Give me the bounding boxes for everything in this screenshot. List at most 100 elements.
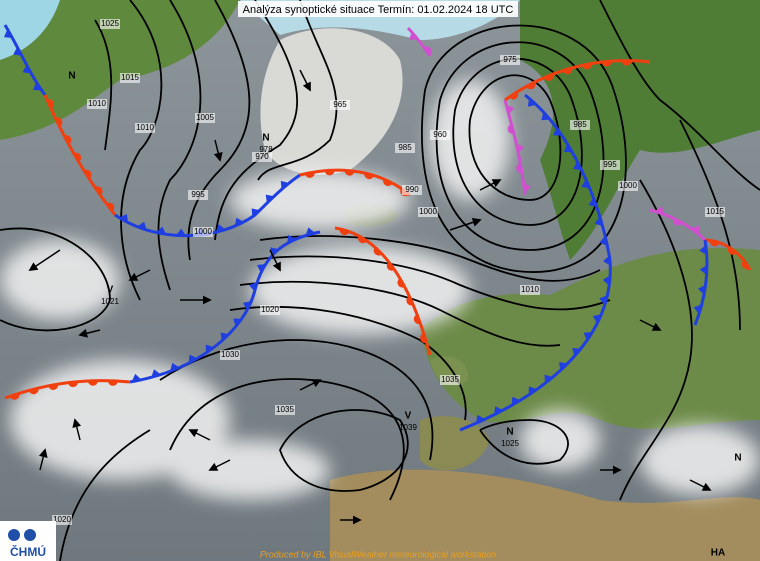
- front-symbol: [599, 295, 608, 305]
- front-symbol: [583, 332, 593, 341]
- label-bg: [52, 515, 72, 525]
- label-bg: [618, 181, 638, 191]
- label-bg: [188, 190, 208, 200]
- front-symbol: [544, 74, 554, 81]
- label-bg: [395, 143, 415, 153]
- isobar-label: 1000: [619, 181, 637, 190]
- isobar-label: 965: [333, 100, 347, 109]
- center-letter: N: [506, 427, 513, 438]
- wind-arrow: [639, 319, 662, 331]
- isobar-label: 1020: [53, 515, 71, 524]
- front-symbol: [287, 234, 297, 244]
- front-symbol: [257, 264, 266, 273]
- center-letter: V: [405, 411, 412, 422]
- front-symbol: [541, 111, 550, 121]
- wind-arrow: [449, 218, 482, 231]
- front-symbol: [251, 208, 260, 217]
- front-symbol: [588, 197, 597, 208]
- front-line: [693, 239, 709, 326]
- front-symbol: [507, 124, 514, 134]
- front-symbol: [33, 81, 42, 91]
- isobar-label: 995: [603, 160, 617, 169]
- front-symbol: [249, 282, 258, 292]
- front-symbol: [188, 354, 198, 364]
- front-symbol: [413, 314, 421, 325]
- center-letter: N: [734, 453, 741, 464]
- front-symbol: [621, 60, 632, 66]
- front-symbol: [544, 374, 553, 384]
- label-bg: [120, 73, 140, 83]
- isobar-label: 1035: [441, 375, 459, 384]
- label-bg: [418, 207, 438, 217]
- center-value: 978: [259, 145, 273, 154]
- front-symbol: [397, 278, 405, 288]
- front-symbol: [68, 381, 78, 388]
- front-symbol: [28, 388, 39, 395]
- front-symbol: [73, 152, 82, 162]
- front-line: [704, 238, 752, 271]
- front-symbol: [48, 384, 59, 390]
- front-symbol: [423, 46, 432, 56]
- wind-arrows: [28, 69, 712, 525]
- front-line: [503, 99, 527, 196]
- label-bg: [193, 227, 213, 237]
- label-bg: [600, 160, 620, 170]
- front-symbol: [304, 172, 315, 178]
- front-symbol: [581, 179, 590, 189]
- front-line: [406, 26, 432, 57]
- label-bg: [275, 405, 295, 415]
- front-symbol: [94, 186, 103, 196]
- isobar-label: 1000: [194, 227, 212, 236]
- label-bg: [440, 375, 460, 385]
- front-symbol: [511, 396, 521, 406]
- front-symbol: [83, 169, 92, 179]
- label-bg: [430, 130, 450, 140]
- wind-arrow: [269, 249, 281, 272]
- front-symbol: [582, 63, 592, 70]
- center-value: 1039: [399, 423, 417, 432]
- front-symbol: [594, 216, 603, 227]
- front-symbol: [3, 29, 13, 39]
- front-symbol: [137, 221, 147, 230]
- isobar-label: 985: [398, 143, 412, 152]
- front-symbol: [175, 228, 186, 236]
- wind-arrow: [188, 429, 211, 441]
- isobar-label: 1015: [706, 207, 724, 216]
- front-symbol: [280, 180, 290, 190]
- logo: ČHMÚ: [0, 521, 56, 561]
- center-value: 1025: [501, 439, 519, 448]
- label-bg: [520, 285, 540, 295]
- front-symbol: [215, 224, 226, 233]
- wind-arrow: [299, 379, 322, 391]
- front-symbol: [475, 414, 485, 424]
- isobar-label: 1010: [136, 123, 154, 132]
- front-symbol: [265, 194, 275, 204]
- label-bg: [252, 152, 272, 162]
- front-symbol: [654, 206, 665, 215]
- label-bg: [135, 123, 155, 133]
- isobar-label: 1005: [196, 113, 214, 122]
- front-symbol: [572, 347, 581, 357]
- front-symbol: [493, 406, 503, 415]
- front-symbol: [602, 275, 611, 286]
- front-symbol: [526, 82, 536, 90]
- front-symbol: [741, 260, 750, 270]
- front-symbol: [46, 99, 54, 109]
- front-symbol: [690, 225, 700, 235]
- front-symbol: [527, 98, 537, 107]
- isobar-labels: 1025 1015 1010 1005 1010 995 1000 965 970 985 990 1…: [52, 19, 725, 525]
- wind-arrow: [689, 479, 712, 491]
- center-letter: N: [262, 133, 269, 144]
- isobar-label: 1035: [276, 405, 294, 414]
- front-symbol: [509, 91, 519, 100]
- front-symbol: [699, 244, 707, 255]
- front-symbol: [87, 380, 98, 386]
- front-symbol: [406, 295, 414, 306]
- isobar-label: 985: [573, 120, 587, 129]
- front-symbol: [305, 227, 316, 236]
- front-symbol: [156, 226, 167, 235]
- front-symbol: [324, 170, 335, 176]
